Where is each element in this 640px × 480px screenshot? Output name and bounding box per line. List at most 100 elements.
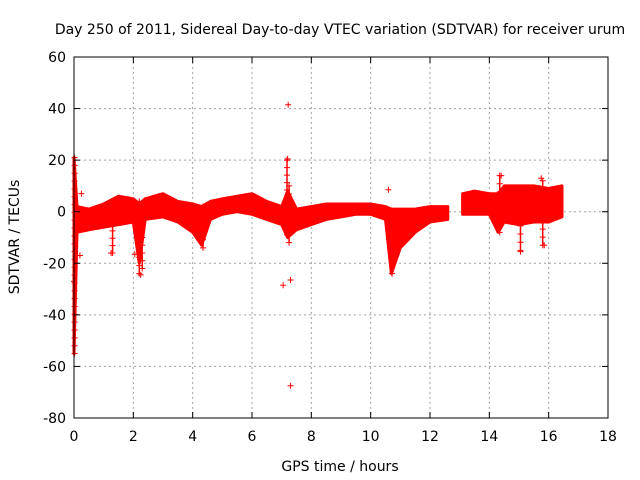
outlier-point (78, 190, 85, 197)
y-tick-label: -60 (43, 359, 66, 375)
y-axis-title: SDTVAR / TECUs (7, 180, 23, 295)
data-point (136, 246, 143, 253)
x-tick-label: 18 (599, 429, 617, 445)
data-point (284, 164, 291, 171)
data-point (71, 287, 78, 294)
data-point (284, 179, 291, 186)
data-point (71, 342, 78, 349)
axis-ticks: 0 2 4 6 8 10 12 14 16 18 -80 -60 -40 -20 0 20 40 60 (43, 50, 617, 445)
data-point (496, 213, 503, 220)
data-point (71, 225, 78, 232)
data-point (284, 172, 291, 179)
data-point (496, 196, 503, 203)
x-tick-label: 0 (70, 429, 79, 445)
outlier-point (108, 249, 115, 256)
outlier-point (287, 382, 294, 389)
data-point (200, 203, 207, 210)
y-tick-label: 40 (48, 102, 66, 118)
grid (74, 57, 608, 418)
x-tick-label: 2 (129, 429, 138, 445)
data-point (71, 264, 78, 271)
data-point (109, 205, 116, 212)
data-band (72, 156, 450, 355)
data-point (136, 262, 143, 269)
data-point (71, 162, 78, 169)
outlier-point (76, 252, 83, 259)
data-point (71, 217, 78, 224)
x-tick-label: 16 (540, 429, 558, 445)
data-point (496, 188, 503, 195)
data-point (200, 236, 207, 243)
outlier-point (280, 282, 287, 289)
data-point (71, 170, 78, 177)
data-point (139, 234, 146, 241)
data-point (109, 235, 116, 242)
data-point (136, 222, 143, 229)
data-point (389, 270, 396, 277)
data-point (496, 229, 503, 236)
data-point (284, 157, 291, 164)
outlier-point (287, 277, 294, 284)
data-point (139, 249, 146, 256)
data-point (200, 228, 207, 235)
data-point (109, 227, 116, 234)
data-point (200, 211, 207, 218)
data-point (389, 247, 396, 254)
data-point (286, 231, 293, 238)
y-tick-label: 0 (57, 205, 66, 221)
data-point (389, 239, 396, 246)
data-point (109, 242, 116, 249)
x-tick-label: 14 (480, 429, 498, 445)
data-point (496, 221, 503, 228)
plot-frame (73, 56, 609, 419)
data-point (71, 303, 78, 310)
data-point (286, 223, 293, 230)
data-point (539, 210, 546, 217)
data-point (139, 219, 146, 226)
data-point (139, 203, 146, 210)
y-tick-label: -80 (43, 411, 66, 427)
y-tick-label: 20 (48, 153, 66, 169)
data-point (539, 193, 546, 200)
data-point (71, 248, 78, 255)
data-point (71, 272, 78, 279)
data-point (200, 244, 207, 251)
outlier-point (137, 271, 144, 278)
data-point (71, 311, 78, 318)
y-tick-label: 60 (48, 50, 66, 66)
data-point (109, 198, 116, 205)
data-point (136, 254, 143, 261)
data-point (539, 201, 546, 208)
data-point (496, 180, 503, 187)
x-tick-label: 12 (421, 429, 439, 445)
data-point (539, 226, 546, 233)
data-point (139, 211, 146, 218)
data-point (286, 199, 293, 206)
data-point (539, 218, 546, 225)
data-series (71, 101, 564, 389)
data-point (539, 177, 546, 184)
data-point (71, 350, 78, 357)
y-tick-label: -20 (43, 256, 66, 272)
x-tick-label: 4 (188, 429, 197, 445)
data-point (200, 220, 207, 227)
data-point (286, 239, 293, 246)
data-point (136, 230, 143, 237)
outlier-point (538, 175, 545, 182)
data-point (139, 242, 146, 249)
data-point (517, 239, 524, 246)
data-point (136, 206, 143, 213)
outlier-point (541, 242, 548, 249)
data-point (71, 154, 78, 161)
x-tick-label: 6 (248, 429, 257, 445)
data-point (389, 262, 396, 269)
x-tick-label: 10 (362, 429, 380, 445)
outlier-point (385, 186, 392, 193)
outlier-point (498, 172, 505, 179)
outlier-point (285, 101, 292, 108)
data-point (136, 238, 143, 245)
data-point (139, 257, 146, 264)
data-point (517, 231, 524, 238)
data-point (389, 216, 396, 223)
